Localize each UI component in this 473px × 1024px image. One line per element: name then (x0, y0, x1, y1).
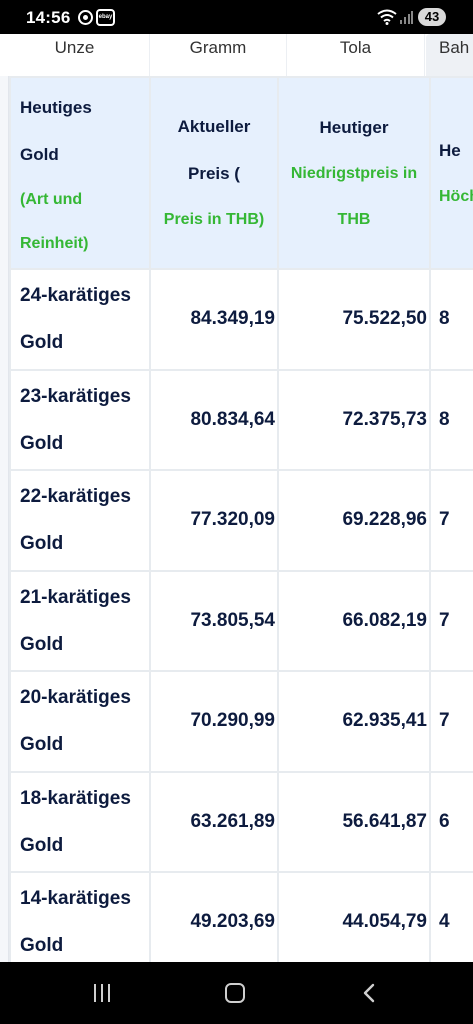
row-gold-type: 18-karätiges Gold (9, 770, 151, 873)
ebay-notification-icon: ebay (96, 9, 115, 26)
header-gold-type-line-1: Heutiges (20, 98, 92, 117)
row-gold-type: 20-karätiges Gold (9, 670, 151, 773)
status-time: 14:56 (26, 8, 71, 27)
row-lowest-price: 66.082,19 (277, 569, 431, 672)
table-row: 23-karätiges Gold 80.834,64 72.375,73 8 (9, 368, 473, 471)
row-gold-type-line-2: Gold (20, 935, 64, 957)
header-lowest-price-sub-2: THB (337, 210, 371, 228)
row-highest-price: 7 (429, 569, 473, 672)
header-current-price-line-1: Aktueller (177, 117, 251, 136)
gold-price-table-container[interactable]: Heutiges Gold (Art und Reinheit) Aktuell… (8, 76, 473, 962)
row-current-price: 73.805,54 (149, 569, 279, 672)
status-bar: 14:56 ebay 43 (0, 0, 473, 34)
header-current-price: Aktueller Preis ( Preis in THB) (149, 76, 279, 270)
tab-baht[interactable]: Bah (426, 34, 473, 76)
row-gold-type-line-1: 14-karätiges (20, 888, 131, 910)
header-current-price-sub: Preis in THB) (163, 211, 265, 228)
row-gold-type-line-1: 22-karätiges (20, 486, 131, 508)
header-gold-type: Heutiges Gold (Art und Reinheit) (9, 76, 151, 270)
row-current-price: 80.834,64 (149, 368, 279, 471)
wifi-icon (377, 9, 397, 25)
row-gold-type-line-1: 18-karätiges (20, 787, 131, 809)
row-lowest-price: 69.228,96 (277, 469, 431, 572)
tab-tola[interactable]: Tola (287, 34, 425, 76)
row-gold-type: 24-karätiges Gold (9, 268, 151, 371)
table-row: 20-karätiges Gold 70.290,99 62.935,41 7 (9, 670, 473, 773)
row-current-price: 70.290,99 (149, 670, 279, 773)
header-gold-type-sub-2: Reinheit) (20, 235, 89, 252)
header-lowest-price-line-1: Heutiger (319, 117, 389, 137)
gold-price-table: Heutiges Gold (Art und Reinheit) Aktuell… (9, 76, 473, 962)
row-highest-price: 7 (429, 670, 473, 773)
row-gold-type-line-2: Gold (20, 834, 64, 856)
header-current-price-line-2: Preis ( (188, 164, 240, 183)
page-content: Unze Gramm Tola Bah Heutiges Gold (Art u… (0, 34, 473, 962)
row-lowest-price: 62.935,41 (277, 670, 431, 773)
row-gold-type-line-2: Gold (20, 533, 64, 555)
table-header-row: Heutiges Gold (Art und Reinheit) Aktuell… (9, 76, 473, 270)
table-row: 22-karätiges Gold 77.320,09 69.228,96 7 (9, 469, 473, 572)
row-current-price: 63.261,89 (149, 770, 279, 873)
header-lowest-price-sub-1: Niedrigstpreis in (290, 164, 418, 182)
system-navigation-bar (0, 962, 473, 1024)
row-highest-price: 7 (429, 469, 473, 572)
row-highest-price: 8 (429, 268, 473, 371)
row-gold-type: 21-karätiges Gold (9, 569, 151, 672)
row-highest-price: 8 (429, 368, 473, 471)
header-gold-type-line-2: Gold (20, 145, 59, 164)
row-gold-type-line-2: Gold (20, 734, 64, 756)
battery-indicator: 43 (418, 8, 446, 26)
row-lowest-price: 44.054,79 (277, 871, 431, 962)
header-gold-type-sub-1: (Art und (20, 191, 83, 208)
table-row: 14-karätiges Gold 49.203,69 44.054,79 4 (9, 871, 473, 962)
header-lowest-price: Heutiger Niedrigstpreis in THB (277, 76, 431, 270)
table-row: 18-karätiges Gold 63.261,89 56.641,87 6 (9, 770, 473, 873)
tab-gramm[interactable]: Gramm (150, 34, 287, 76)
row-current-price: 84.349,19 (149, 268, 279, 371)
row-gold-type-line-1: 24-karätiges (20, 285, 131, 307)
row-highest-price: 4 (429, 871, 473, 962)
row-lowest-price: 75.522,50 (277, 268, 431, 371)
recents-icon[interactable] (92, 984, 112, 1002)
row-gold-type-line-2: Gold (20, 332, 64, 354)
row-gold-type-line-2: Gold (20, 633, 64, 655)
table-row: 24-karätiges Gold 84.349,19 75.522,50 8 (9, 268, 473, 371)
notification-icon (78, 10, 93, 25)
home-icon[interactable] (225, 983, 245, 1003)
signal-icon (400, 11, 413, 24)
row-current-price: 77.320,09 (149, 469, 279, 572)
row-gold-type: 23-karätiges Gold (9, 368, 151, 471)
row-gold-type-line-1: 23-karätiges (20, 385, 131, 407)
row-gold-type: 22-karätiges Gold (9, 469, 151, 572)
unit-tabs: Unze Gramm Tola Bah (0, 34, 473, 76)
row-gold-type-line-1: 20-karätiges (20, 687, 131, 709)
row-current-price: 49.203,69 (149, 871, 279, 962)
row-lowest-price: 56.641,87 (277, 770, 431, 873)
row-lowest-price: 72.375,73 (277, 368, 431, 471)
row-gold-type-line-2: Gold (20, 432, 64, 454)
row-highest-price: 6 (429, 770, 473, 873)
table-row: 21-karätiges Gold 73.805,54 66.082,19 7 (9, 569, 473, 672)
back-icon[interactable] (362, 983, 376, 1003)
header-highest-price: He Höch (429, 76, 473, 270)
header-highest-price-line-1: He (439, 140, 461, 160)
header-highest-price-sub: Höch (439, 187, 473, 205)
row-gold-type-line-1: 21-karätiges (20, 586, 131, 608)
tab-unze[interactable]: Unze (0, 34, 150, 76)
row-gold-type: 14-karätiges Gold (9, 871, 151, 962)
